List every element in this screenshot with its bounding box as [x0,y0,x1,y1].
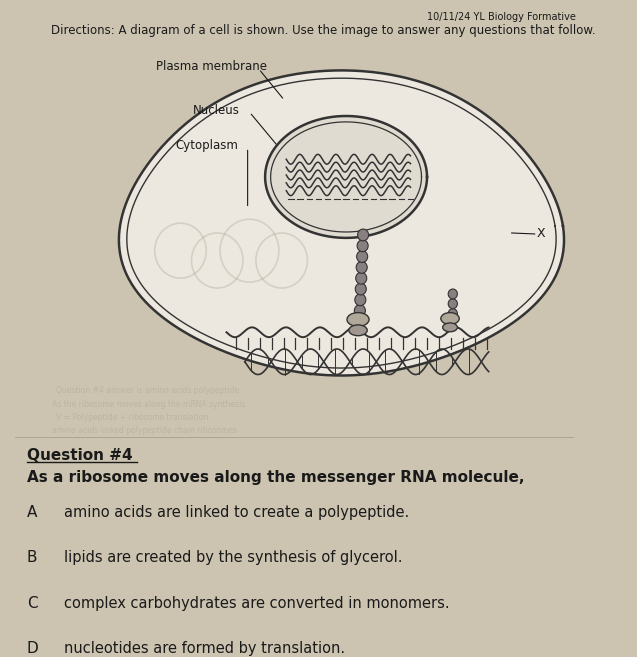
Polygon shape [265,116,427,238]
Ellipse shape [441,313,459,325]
Text: Plasma membrane: Plasma membrane [155,60,267,74]
Polygon shape [119,70,564,376]
Text: amino acids are linked to create a polypeptide.: amino acids are linked to create a polyp… [64,505,409,520]
Text: X: X [536,227,545,240]
Text: C: C [27,596,38,611]
Text: Cytoplasm: Cytoplasm [176,139,239,152]
Text: A: A [27,505,37,520]
Text: nucleotides are formed by translation.: nucleotides are formed by translation. [64,641,345,656]
Ellipse shape [349,325,367,336]
Text: D: D [27,641,39,656]
Ellipse shape [347,313,369,327]
Circle shape [357,251,368,262]
Circle shape [357,229,369,241]
Text: Question #4: Question #4 [27,448,132,463]
Circle shape [355,294,366,306]
Circle shape [448,289,457,299]
Text: Nucleus: Nucleus [192,104,240,116]
Text: V = Polypeptide + ribosome translation: V = Polypeptide + ribosome translation [56,413,209,422]
Text: Directions: A diagram of a cell is shown. Use the image to answer any questions : Directions: A diagram of a cell is shown… [51,24,596,37]
Text: Question #4 answer is amino acids polypeptide: Question #4 answer is amino acids polype… [56,386,240,396]
Text: B: B [27,551,38,566]
Ellipse shape [443,323,457,332]
Circle shape [448,309,457,319]
Circle shape [355,272,367,284]
Circle shape [354,305,366,317]
Text: 10/11/24 YL Biology Formative: 10/11/24 YL Biology Formative [427,12,576,22]
Text: lipids are created by the synthesis of glycerol.: lipids are created by the synthesis of g… [64,551,402,566]
Circle shape [448,299,457,309]
Text: As a ribosome moves along the messenger RNA molecule,: As a ribosome moves along the messenger … [27,470,524,485]
Circle shape [357,240,368,252]
Text: amino acids linked polypeptide chain ribosomes: amino acids linked polypeptide chain rib… [52,426,236,435]
Circle shape [356,261,367,273]
Text: complex carbohydrates are converted in monomers.: complex carbohydrates are converted in m… [64,596,449,611]
Text: As the ribosome moves along the mRNA synthesis: As the ribosome moves along the mRNA syn… [52,400,245,409]
Circle shape [355,283,366,295]
